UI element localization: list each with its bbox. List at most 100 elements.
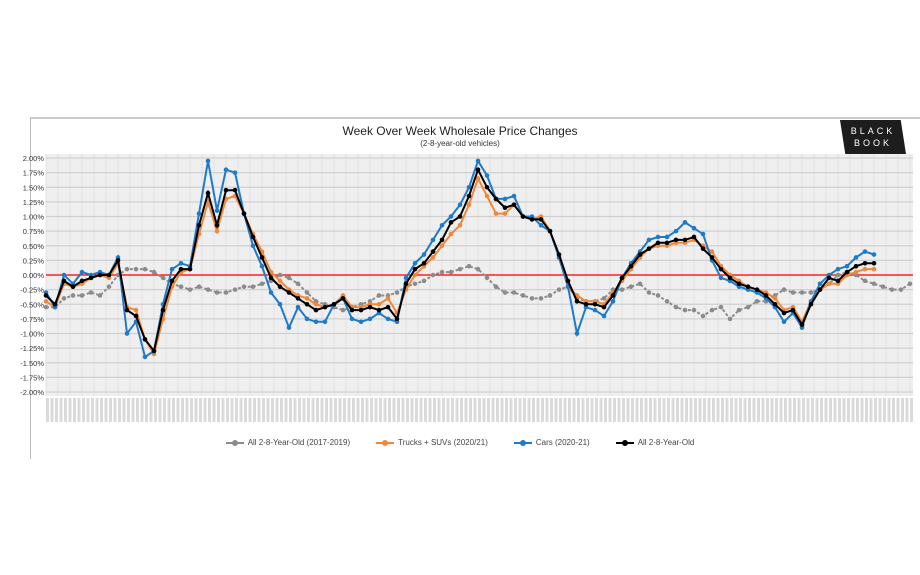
x-tick-label [703, 398, 706, 422]
data-point [187, 287, 193, 292]
data-point [592, 301, 598, 307]
data-point [646, 246, 652, 251]
x-tick-label [532, 398, 535, 422]
data-point [295, 304, 301, 310]
x-tick-label [635, 398, 639, 422]
data-point [574, 331, 580, 336]
data-point [223, 290, 229, 295]
data-point [322, 319, 328, 325]
x-tick-label [410, 398, 414, 422]
y-tick-label: 1.00% [23, 213, 45, 222]
data-point [826, 281, 832, 287]
x-tick-label [392, 398, 396, 422]
data-point [799, 290, 805, 295]
data-point [358, 319, 364, 325]
x-tick-label [685, 398, 688, 422]
y-tick-label: 0.25% [23, 256, 45, 265]
data-point [637, 281, 643, 287]
x-tick-label [145, 398, 148, 422]
data-point [862, 278, 868, 284]
data-point [781, 287, 787, 292]
x-tick-label [536, 398, 540, 422]
y-tick-label: -1.50% [20, 359, 44, 368]
data-point [511, 290, 517, 295]
legend-swatch [376, 439, 395, 446]
x-tick-label [131, 398, 135, 422]
x-tick-label [118, 398, 121, 422]
x-tick-label [577, 398, 580, 422]
data-point [835, 272, 841, 278]
data-point [457, 214, 463, 219]
data-point [385, 316, 391, 322]
data-point [556, 252, 562, 257]
y-tick-label: -0.50% [20, 300, 44, 309]
x-tick-label [262, 398, 265, 422]
data-point [241, 284, 247, 290]
data-point [763, 293, 769, 298]
data-point [304, 296, 310, 301]
x-tick-label [797, 398, 801, 422]
x-tick-label [775, 398, 778, 422]
x-tick-label [361, 398, 364, 422]
x-tick-label [212, 398, 216, 422]
x-tick-label [208, 398, 211, 422]
x-tick-label [739, 398, 742, 422]
x-tick-label [856, 398, 859, 422]
x-tick-label [626, 398, 630, 422]
data-point [448, 220, 454, 225]
x-tick-label [239, 398, 243, 422]
data-point [862, 261, 868, 266]
data-point [439, 237, 445, 243]
x-tick-label [748, 398, 751, 422]
x-tick-label [793, 398, 796, 422]
x-tick-label [478, 398, 481, 422]
data-point [178, 266, 184, 272]
data-point [304, 316, 310, 322]
x-tick-label [271, 398, 274, 422]
data-point [853, 255, 859, 260]
legend-item: All 2-8-Year-Old (2017-2019) [225, 438, 350, 447]
x-tick-label [730, 398, 733, 422]
data-point [241, 211, 247, 216]
x-tick-label [455, 398, 459, 422]
data-point [772, 296, 778, 301]
y-tick-label: -1.25% [20, 344, 44, 353]
x-tick-label [95, 398, 99, 422]
x-tick-label [671, 398, 675, 422]
x-tick-label [622, 398, 625, 422]
data-point [502, 196, 508, 202]
x-tick-label [811, 398, 814, 422]
x-tick-label [289, 398, 292, 422]
data-point [790, 290, 796, 295]
x-tick-label [248, 398, 252, 422]
data-point [691, 307, 697, 313]
data-point [232, 287, 238, 292]
x-tick-label [221, 398, 225, 422]
data-point [277, 278, 283, 284]
x-tick-label [563, 398, 567, 422]
data-point [430, 249, 436, 254]
data-point [232, 170, 238, 175]
data-point [124, 331, 130, 336]
data-point [412, 266, 418, 272]
x-tick-label [784, 398, 787, 422]
data-point [475, 158, 481, 164]
data-point [673, 237, 679, 243]
x-tick-label [442, 398, 445, 422]
data-point [538, 217, 544, 222]
data-point [502, 290, 508, 295]
x-tick-label [77, 398, 81, 422]
data-point [727, 275, 733, 281]
x-tick-label [689, 398, 693, 422]
x-tick-label [802, 398, 805, 422]
x-tick-label [833, 398, 837, 422]
data-point [133, 307, 139, 313]
data-point [637, 252, 643, 257]
x-tick-label [617, 398, 621, 422]
y-tick-label: 1.75% [23, 169, 45, 178]
data-point [70, 284, 76, 290]
x-tick-label [244, 398, 247, 422]
data-point [106, 272, 112, 278]
x-tick-label [140, 398, 144, 422]
data-point [862, 249, 868, 254]
